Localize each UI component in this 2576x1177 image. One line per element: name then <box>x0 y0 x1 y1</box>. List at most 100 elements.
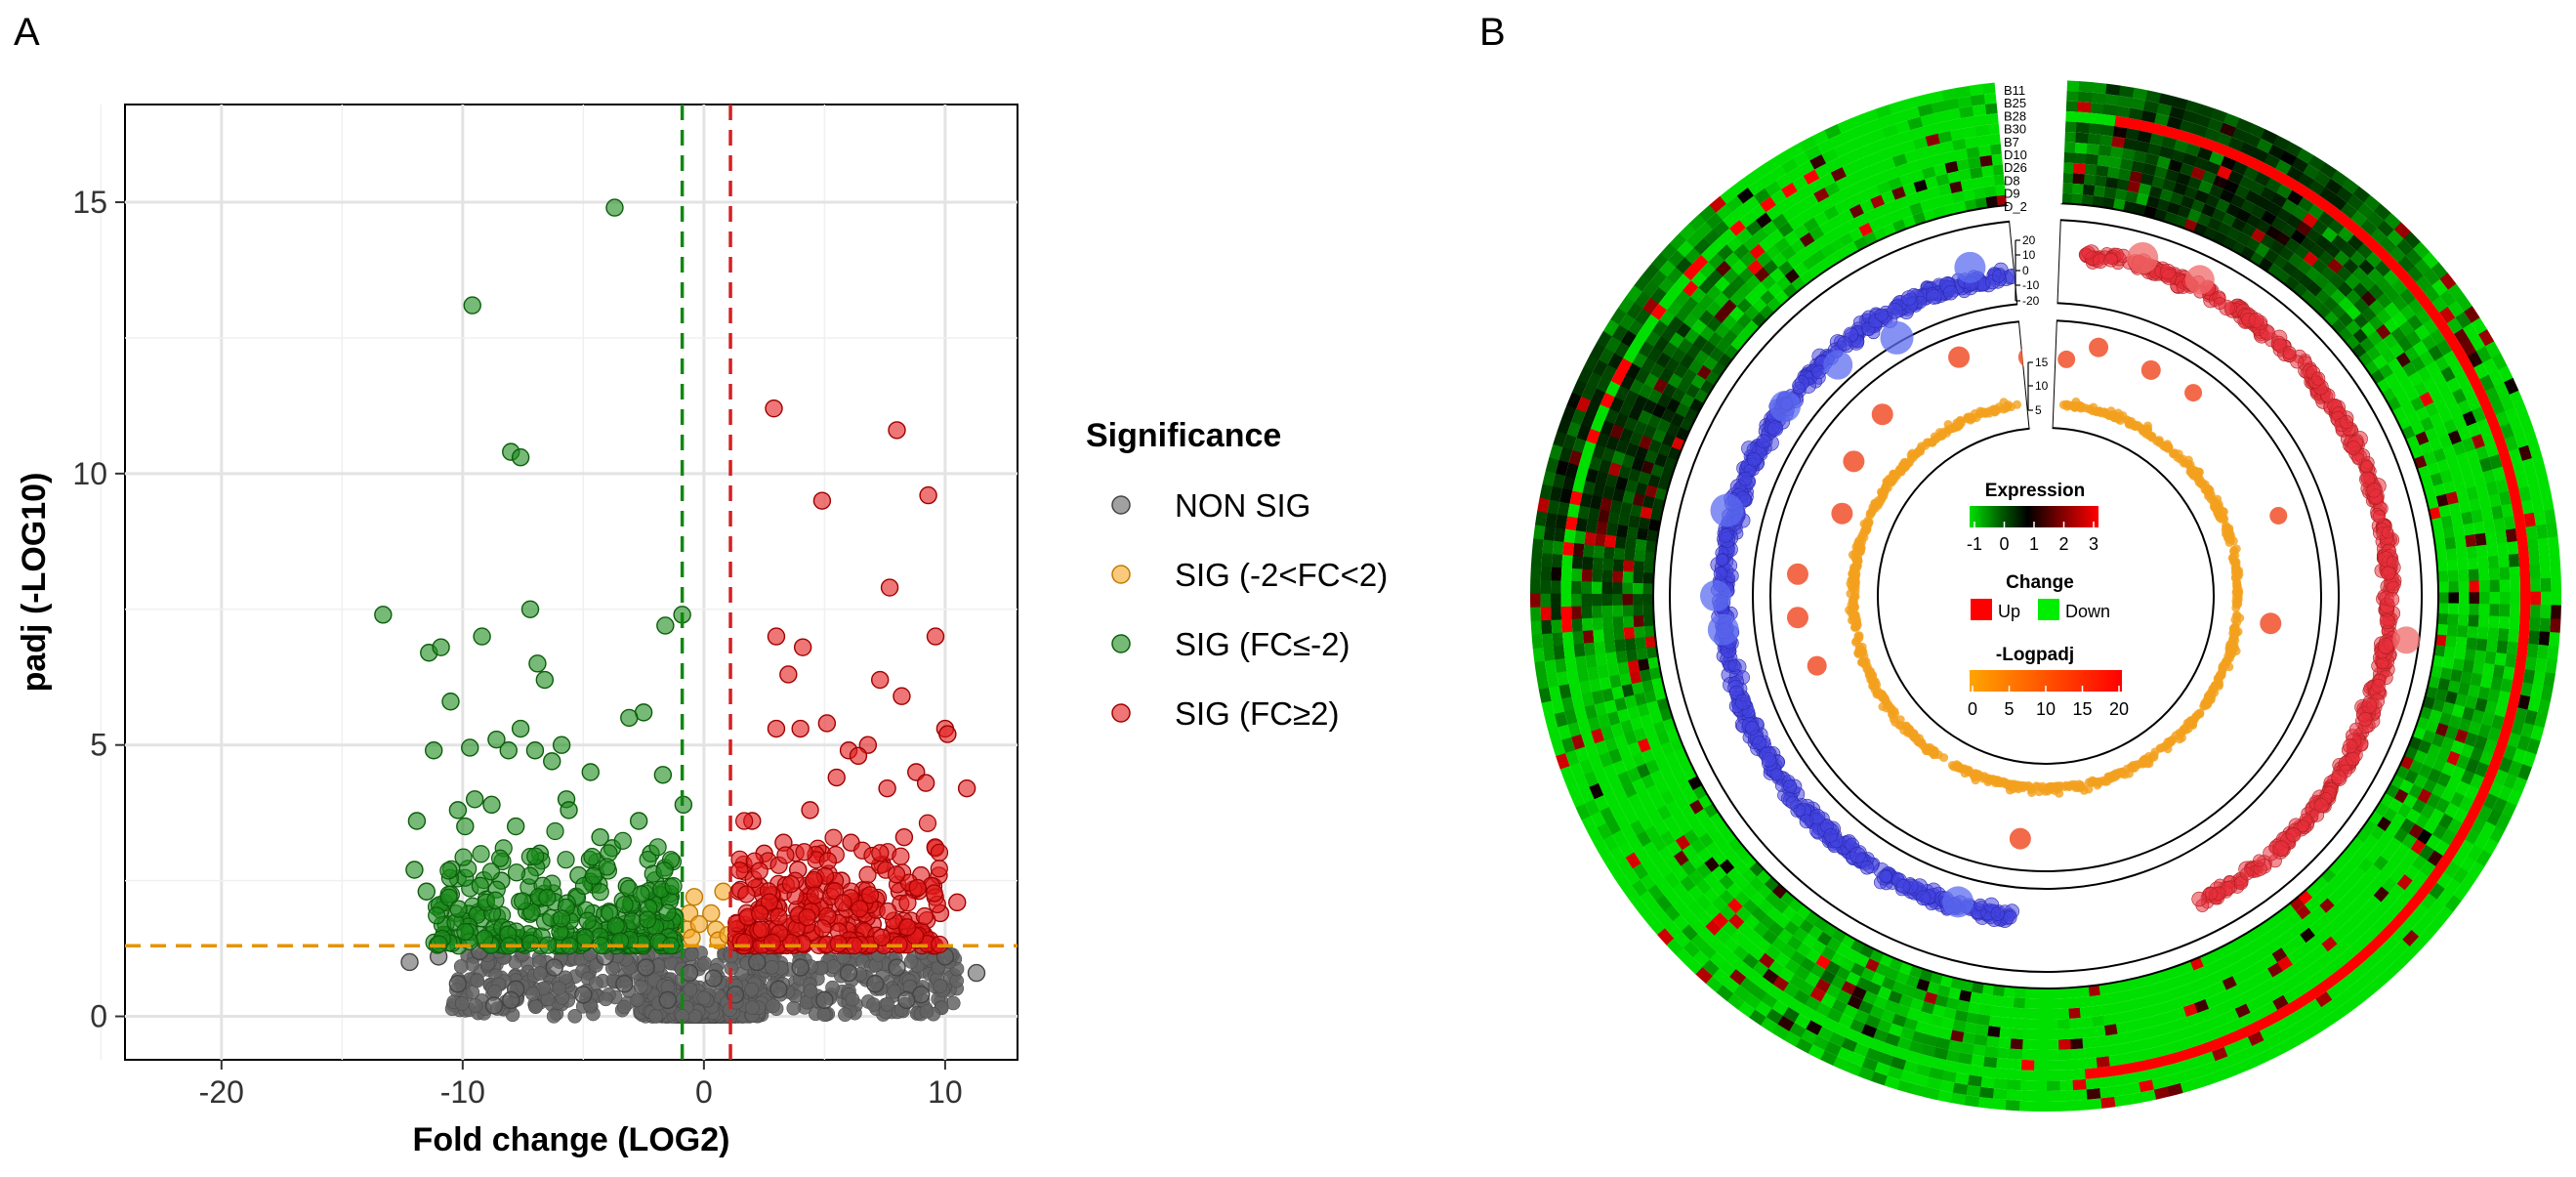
heatmap-cell <box>2058 1070 2073 1081</box>
heatmap-cell <box>1571 567 1583 582</box>
heatmap-cell <box>1565 516 1578 531</box>
data-point <box>860 886 880 904</box>
data-point <box>872 928 892 946</box>
heatmap-cell <box>2539 617 2551 633</box>
heatmap-cell <box>1535 510 1548 526</box>
x-axis-ticks: -20 -10 0 10 <box>199 1060 963 1110</box>
heatmap-cell <box>2073 1099 2089 1112</box>
data-point <box>893 687 911 705</box>
data-point <box>806 886 824 904</box>
data-point <box>781 875 800 894</box>
heatmap-cell <box>1533 524 1546 540</box>
x-tick-label: 0 <box>695 1074 713 1110</box>
y-tick-label: 5 <box>90 728 107 763</box>
data-point <box>793 638 812 656</box>
heatmap-cell <box>2087 1098 2102 1111</box>
data-point <box>664 877 683 896</box>
heatmap-cell <box>2508 629 2519 644</box>
data-point <box>448 801 468 820</box>
data-point <box>535 670 555 690</box>
heatmap-cell <box>2549 550 2561 566</box>
heatmap-cell <box>1991 1098 2007 1111</box>
data-point <box>948 893 967 912</box>
heatmap-cell <box>2078 81 2094 93</box>
data-point <box>637 958 655 977</box>
x-axis-title: Fold change (LOG2) <box>413 1121 730 1158</box>
heatmap-cell <box>2529 617 2541 632</box>
heatmap-cell <box>2020 1070 2035 1081</box>
data-point <box>583 848 602 866</box>
heatmap-cell <box>2064 90 2080 103</box>
heatmap-cell <box>2540 577 2552 593</box>
data-point <box>750 862 769 880</box>
data-point <box>834 894 852 912</box>
heatmap-cell <box>1543 646 1556 661</box>
heatmap-cell <box>2523 512 2536 528</box>
nonsig-point <box>525 987 540 1001</box>
nonsig-point <box>866 997 881 1012</box>
heatmap-cell <box>2033 1070 2048 1081</box>
nonsig-point <box>683 982 698 997</box>
heatmap-cell <box>1553 645 1565 660</box>
nonsig-point <box>696 990 712 1006</box>
heatmap-cell <box>1545 512 1558 528</box>
heatmap-cell <box>1959 105 1974 119</box>
data-point <box>735 812 754 830</box>
nonsig-point <box>532 966 548 981</box>
heatmap-cell <box>2114 115 2130 129</box>
heatmap-cell <box>2018 1090 2034 1102</box>
heatmap-cell <box>1992 1088 2008 1100</box>
heatmap-cell <box>2033 1060 2048 1072</box>
heatmap-cell <box>1993 1077 2009 1090</box>
heatmap-cell <box>1571 580 1582 594</box>
data-point <box>655 862 674 880</box>
heatmap-cell <box>2097 1066 2112 1078</box>
nonsig-point <box>453 959 469 974</box>
heatmap-cell <box>1962 126 1977 139</box>
heatmap-cell <box>1576 667 1590 683</box>
heatmap-cell <box>1972 104 1987 117</box>
data-point <box>424 741 443 760</box>
data-point <box>560 801 578 820</box>
data-point <box>938 725 957 743</box>
heatmap-cell <box>2529 565 2541 579</box>
nonsig-point <box>552 981 566 996</box>
data-point <box>795 843 813 862</box>
data-point <box>880 578 899 597</box>
heatmap-cell <box>2516 539 2529 555</box>
heatmap-cell <box>2510 591 2520 606</box>
heatmap-cell <box>2006 1078 2021 1091</box>
heatmap-cell <box>2525 525 2538 541</box>
heatmap-cell <box>2519 591 2531 606</box>
data-point <box>620 708 639 728</box>
data-point <box>486 891 505 909</box>
heatmap-cell <box>1560 580 1572 594</box>
heatmap-cell <box>2517 629 2530 645</box>
heatmap-cell <box>1561 631 1574 646</box>
data-point <box>805 870 823 890</box>
legend-key <box>1111 634 1131 653</box>
heatmap-cell <box>1561 618 1573 633</box>
heatmap-cell <box>1530 607 1542 621</box>
heatmap-cell <box>1969 1064 1984 1077</box>
data-point <box>525 741 545 760</box>
data-point <box>615 975 634 993</box>
heatmap-cell <box>1967 1074 1982 1087</box>
data-point <box>827 768 846 787</box>
heatmap-cell <box>2526 643 2539 658</box>
heatmap-cell <box>2508 553 2520 567</box>
heatmap-cell <box>2091 92 2106 105</box>
heatmap-cell <box>2510 604 2520 618</box>
data-point <box>578 911 597 930</box>
heatmap-cell <box>2059 1100 2075 1112</box>
data-point <box>930 843 949 862</box>
y-tick-label: 0 <box>90 999 107 1034</box>
heatmap-cell <box>2089 112 2104 125</box>
heatmap-cell <box>2550 618 2561 634</box>
nonsig-point <box>826 959 841 974</box>
heatmap-cell <box>1572 630 1584 645</box>
nonsig-point <box>803 984 818 998</box>
data-point <box>439 862 458 880</box>
